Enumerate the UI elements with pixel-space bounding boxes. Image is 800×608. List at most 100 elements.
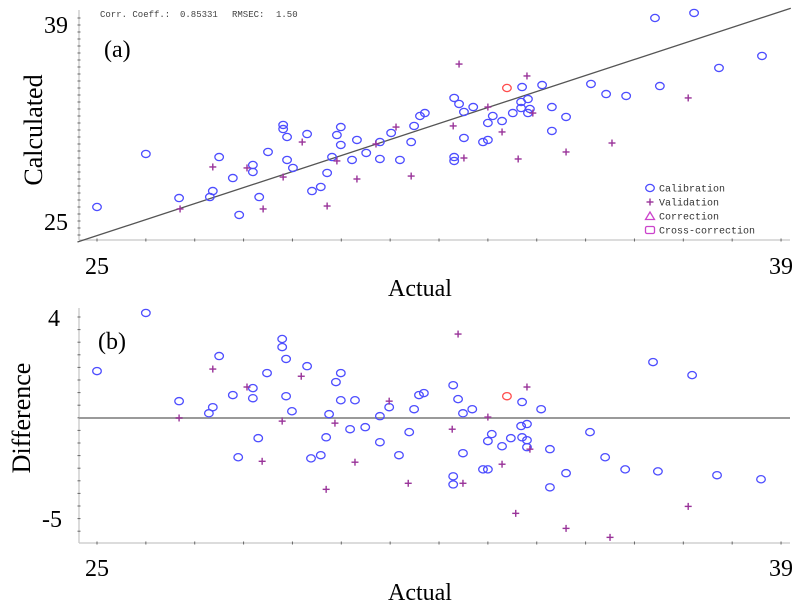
panel-a-calibration-point bbox=[482, 118, 493, 128]
panel-b-validation-point bbox=[562, 524, 570, 532]
panel-a-x-axis-title: Actual bbox=[388, 276, 452, 302]
panel-a-calibration-point bbox=[335, 140, 346, 150]
panel-a-calibration-point bbox=[454, 99, 465, 109]
panel-a-calibration-point bbox=[315, 182, 326, 192]
panel-b-calibration-point bbox=[482, 436, 493, 446]
panel-a-validation-point bbox=[323, 202, 331, 210]
panel-a-calibration-point bbox=[449, 93, 460, 103]
panel-a-calibration-point bbox=[507, 108, 518, 118]
panel-a-calibration-point bbox=[517, 82, 528, 92]
panel-a-calibration-point bbox=[546, 102, 557, 112]
panel-b-calibration-point bbox=[262, 368, 272, 378]
panel-a-calibration-point bbox=[650, 13, 660, 23]
rmsec-value: 1.50 bbox=[276, 10, 298, 20]
panel-a-axes bbox=[77, 10, 790, 242]
panel-b-validation-point bbox=[526, 445, 534, 453]
panel-a-calibration-point bbox=[282, 132, 293, 142]
panel-b-calibration-point bbox=[600, 452, 611, 462]
rmsec-label: RMSEC: bbox=[232, 10, 264, 20]
panel-a-validation-point bbox=[498, 128, 506, 136]
regression-line bbox=[77, 7, 792, 243]
panel-b-calibration-point bbox=[448, 480, 459, 489]
panel-b-validation-point bbox=[498, 460, 506, 468]
panel-b-calibration-point bbox=[652, 467, 663, 476]
panel-b-calibration-point bbox=[544, 444, 555, 454]
panel-b-calibration-point bbox=[448, 472, 459, 481]
legend-cross-correction-label: Cross-correction bbox=[659, 226, 755, 238]
legend-validation-marker bbox=[646, 198, 654, 206]
panel-b-validation-point bbox=[175, 414, 183, 422]
panel-a-calibration-point bbox=[327, 152, 337, 162]
panel-a-validation-point bbox=[484, 103, 492, 111]
panel-a-calibration-point bbox=[537, 80, 548, 90]
panel-a-calibration-point bbox=[302, 129, 313, 139]
panel-a-calibration-point bbox=[282, 155, 293, 165]
panel-b-calibration-point bbox=[214, 351, 225, 361]
panel-b-calibration-point bbox=[281, 354, 292, 364]
panel-b-calibration-point bbox=[315, 450, 326, 460]
panel-a-validation-point bbox=[298, 138, 306, 146]
legend: Calibration Validation Correction Cross-cor… bbox=[644, 184, 755, 238]
panel-b-calibration-point bbox=[409, 404, 420, 414]
panel-a-calibration-point bbox=[234, 210, 245, 220]
panel-b-validation-point bbox=[385, 397, 393, 405]
panel-b-calibration-point bbox=[306, 454, 316, 463]
panel-a-validation-point bbox=[608, 139, 616, 147]
panel-a-validation-point bbox=[514, 155, 522, 163]
panel-a-calibration-point bbox=[331, 130, 342, 140]
panel-b-calibration-point bbox=[335, 396, 346, 405]
panel-a-calibration-point bbox=[419, 108, 430, 118]
panel-b-calibration-point bbox=[505, 433, 516, 443]
panel-b-calibration-point bbox=[458, 448, 468, 458]
panel-a-calibration-point bbox=[449, 156, 460, 166]
panel-b-calibration-point bbox=[497, 442, 507, 451]
panel-b-calibration-point bbox=[536, 404, 547, 414]
panel-b-calibration-point bbox=[544, 483, 555, 492]
panel-b-marks bbox=[79, 308, 790, 541]
panel-a-validation-point bbox=[449, 122, 457, 130]
panel-a-calibration-point bbox=[322, 168, 333, 178]
panel-a-validation-point bbox=[455, 60, 463, 68]
panel-a-marks bbox=[77, 7, 792, 243]
panel-a-y-axis-title: Calculated bbox=[19, 74, 48, 185]
panel-a-calibration-point bbox=[458, 133, 469, 143]
panel-a-calibration-point bbox=[601, 89, 612, 99]
panel-a-calibration-point bbox=[449, 152, 460, 162]
panel-a: Calculated 39 25 25 39 Actual (a) Corr. … bbox=[19, 7, 793, 302]
panel-b-calibration-point bbox=[140, 308, 151, 318]
panel-a-validation-point bbox=[176, 205, 184, 213]
panel-b-y-tick-bottom: -5 bbox=[42, 507, 62, 533]
panel-b-calibration-point bbox=[302, 361, 313, 371]
panel-b-validation-point bbox=[512, 509, 520, 517]
panel-b-calibration-point bbox=[287, 406, 297, 416]
panel-b-calibration-point bbox=[448, 380, 459, 390]
panel-a-calibration-point bbox=[263, 147, 273, 157]
panel-b-calibration-point bbox=[227, 390, 238, 400]
panel-a-validation-point bbox=[243, 164, 251, 172]
panel-b-x-tick-left: 25 bbox=[85, 556, 109, 582]
panel-a-calibration-point bbox=[347, 155, 357, 165]
corr-coeff-value: 0.85331 bbox=[180, 10, 218, 20]
panel-a-calibration-point bbox=[247, 167, 258, 177]
panel-a-calibration-point bbox=[546, 126, 557, 136]
panel-a-calibration-point bbox=[386, 128, 397, 138]
panel-b-calibration-point bbox=[281, 391, 292, 401]
panel-b-calibration-point bbox=[203, 409, 214, 418]
panel-a-calibration-point bbox=[468, 102, 479, 112]
panel-a-y-tick-top: 39 bbox=[44, 13, 68, 39]
panel-a-calibration-point bbox=[621, 91, 632, 101]
panel-b-calibration-point bbox=[384, 402, 395, 412]
panel-b-y-tick-top: 4 bbox=[48, 306, 60, 332]
panel-a-calibration-point bbox=[278, 120, 289, 130]
panel-a-validation-point bbox=[353, 175, 361, 183]
panel-b-calibration-point bbox=[345, 424, 356, 434]
panel-a-validation-point bbox=[562, 148, 570, 156]
panel-b-calibration-point bbox=[253, 433, 264, 443]
panel-a-calibration-point bbox=[586, 79, 596, 89]
panel-b-calibration-point bbox=[585, 427, 595, 437]
panel-b-validation-point bbox=[684, 502, 692, 510]
panel-a-calibration-point bbox=[204, 192, 215, 202]
panel-b-validation-point bbox=[258, 457, 266, 465]
panel-b-calibration-point bbox=[486, 429, 497, 439]
panel-a-calibration-point bbox=[458, 107, 469, 117]
